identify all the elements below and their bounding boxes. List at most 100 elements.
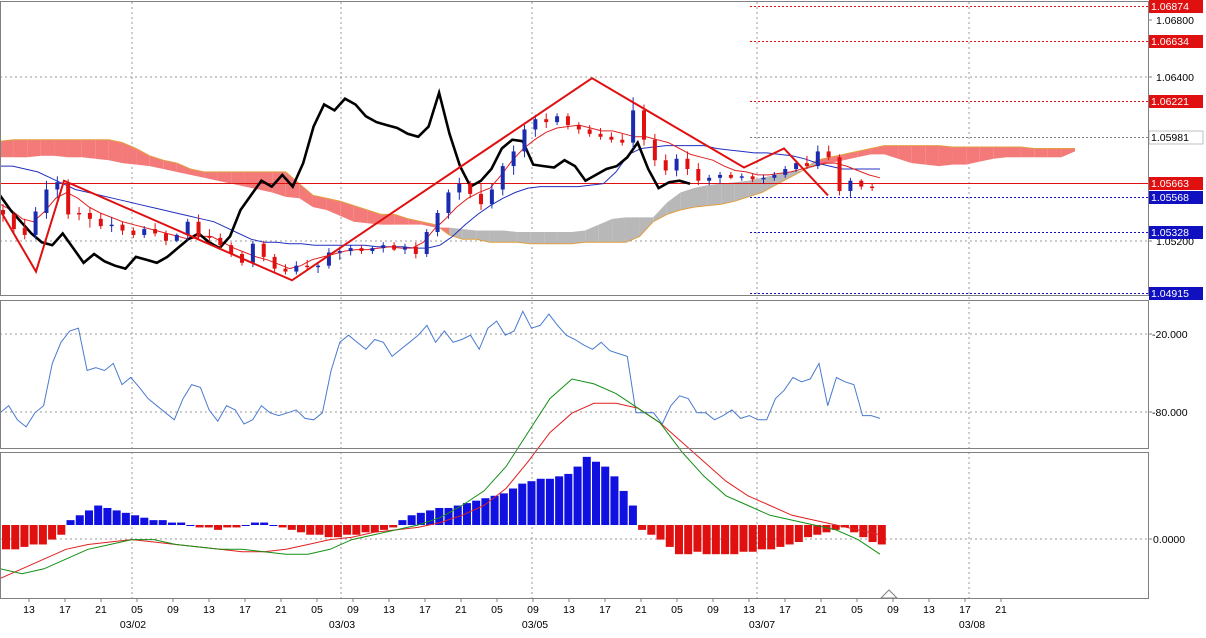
cloud-segment-41 [557,232,572,244]
x-tick-label-23: 05 [851,604,863,616]
macd-bar-34 [315,525,324,535]
candle-body-7 [77,212,82,215]
candle-body-73 [794,163,799,170]
candle-body-72 [783,169,788,175]
macd-bar-30 [278,525,287,528]
cloud-segment-50 [680,188,694,211]
candle-body-70 [761,177,766,180]
x-tick-label-20: 13 [743,604,755,616]
macd-bar-25 [232,525,241,528]
macd-bar-42 [389,525,398,528]
macd-bar-60 [555,476,564,525]
macd-bar-80 [739,525,748,552]
williams-r-line [0,310,881,428]
macd-bar-47 [435,507,444,525]
macd-bar-31 [287,525,296,530]
macd-bar-57 [527,481,536,525]
candle-body-45 [489,189,494,205]
x-tick-label-13: 05 [491,604,503,616]
macd-bar-55 [509,488,518,525]
candle-body-34 [370,248,375,252]
macd-bar-79 [730,525,739,555]
candle-body-54 [587,129,592,134]
candle-body-8 [87,212,92,219]
x-tick-label-25: 13 [923,604,935,616]
candle-body-68 [739,176,744,178]
cloud-segment-31 [421,221,436,228]
candle-body-65 [707,177,712,181]
macd-bar-3 [29,525,38,545]
candle-body-53 [576,125,581,130]
cloud-segment-71 [966,147,980,165]
candle-body-52 [565,116,570,126]
candle-body-61 [663,160,668,171]
candle-body-1 [11,214,16,230]
macd-bar-1 [11,525,20,550]
candle-body-0 [1,210,5,215]
price-level-label-5: 1.05568 [1151,192,1189,204]
macd-bar-10 [94,505,103,525]
x-tick-label-14: 09 [527,604,539,616]
cloud-segment-45 [612,217,626,243]
macd-bar-33 [306,525,315,535]
macd-bar-64 [592,461,601,525]
chikou-span-line [0,88,691,271]
x-tick-label-3: 05 [131,604,143,616]
macd-bar-63 [582,456,591,525]
macd-bar-35 [324,525,333,538]
panel-frames [0,1,1149,599]
x-tick-label-24: 09 [887,604,899,616]
cloud-segment-7 [95,139,109,161]
candle-body-60 [652,139,657,161]
senkou-span-b-line [0,139,1075,245]
cloud-segment-11 [149,155,164,170]
cloud-segment-24 [326,198,341,216]
macd-bar-74 [684,525,693,555]
cloud-segment-34 [462,229,477,240]
macd-bar-19 [177,522,186,525]
panel-frame-0 [0,1,1149,296]
price-tick-label-1: 1.06400 [1156,72,1194,84]
cloud-segment-35 [476,230,490,243]
macd-bar-95 [877,525,886,545]
macd-bar-21 [195,525,204,528]
candle-body-19 [207,236,212,238]
candle-body-41 [446,192,451,213]
candle-body-23 [250,243,255,263]
candle-body-4 [44,189,49,213]
macd-bar-11 [103,507,112,525]
candles [1,97,875,275]
ichimoku-cloud [0,139,1075,245]
macd-bar-28 [260,522,269,525]
macd-bar-62 [573,466,582,525]
macd-bar-65 [601,466,610,525]
price-level-label-7: 1.04915 [1151,288,1189,300]
macd-bar-61 [564,473,573,525]
candle-body-11 [120,224,125,231]
x-tick-label-1: 17 [59,604,71,616]
macd-bar-53 [490,495,499,525]
candle-body-6 [66,183,71,215]
indicator-lines [0,88,881,271]
macd-signal-line [0,402,881,579]
macd-bar-69 [638,525,647,530]
macd-bar-15 [140,517,149,525]
cloud-segment-8 [108,139,123,164]
candle-body-5 [55,182,60,190]
cloud-segment-22 [299,183,313,208]
cloud-segment-42 [571,230,586,244]
cloud-segment-3 [40,139,55,156]
candle-body-67 [728,174,733,178]
cloud-segment-43 [585,224,599,243]
x-tick-label-12: 21 [455,604,467,616]
macd-bar-91 [840,525,849,528]
candle-body-18 [196,221,201,237]
macd-bar-0 [2,525,11,550]
candle-body-13 [142,229,147,235]
cloud-segment-53 [721,182,735,205]
x-tick-label-16: 17 [599,604,611,616]
x-tick-label-2: 21 [95,604,107,616]
cloud-segment-51 [693,185,708,208]
cloud-segment-9 [122,142,137,165]
macd-bar-12 [112,510,121,525]
